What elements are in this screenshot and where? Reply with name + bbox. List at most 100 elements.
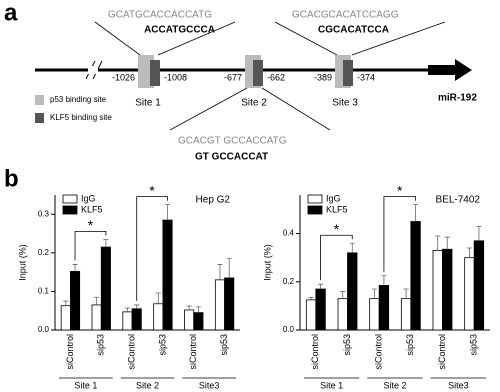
x-tick-label: sip53	[405, 334, 415, 356]
bar	[214, 279, 225, 331]
error-bar	[186, 305, 192, 310]
bar	[432, 250, 443, 331]
position: -1008	[164, 72, 187, 82]
error-bar	[435, 235, 441, 251]
error-bar	[103, 238, 109, 248]
klf5-sequence: CGCACATCCA	[318, 25, 389, 36]
klf5-sequence: ACCATGCCCA	[144, 25, 215, 36]
chart-title: Hep G2	[196, 195, 231, 206]
fan-line	[94, 21, 141, 56]
position: -1026	[112, 72, 135, 82]
bar	[315, 288, 326, 331]
y-tick-label: 0.0	[283, 325, 295, 334]
y-tick-label: 0.3	[38, 209, 50, 218]
significance-star: *	[397, 182, 403, 198]
gene-label: miR-192	[438, 93, 477, 104]
klf5-site	[343, 60, 353, 86]
panel-label: b	[4, 165, 19, 192]
error-bar	[195, 306, 201, 313]
error-bar	[217, 264, 223, 280]
bar	[100, 246, 111, 331]
bar	[70, 270, 81, 331]
error-bar	[94, 296, 100, 305]
klf5-site	[253, 60, 263, 86]
error-bar	[226, 258, 232, 278]
y-tick-label: 0.2	[283, 277, 295, 286]
position: -662	[267, 72, 285, 82]
legend-label: KLF5	[326, 204, 348, 214]
legend-swatch	[62, 194, 78, 204]
bar	[410, 221, 421, 331]
error-bar	[349, 242, 355, 253]
x-tick-label: siControl	[188, 334, 198, 370]
error-bar	[124, 307, 130, 312]
fan-line	[169, 87, 248, 131]
position: -677	[224, 72, 242, 82]
error-bar	[381, 275, 387, 286]
legend-swatch	[35, 95, 44, 105]
legend-swatch	[307, 194, 323, 204]
significance-bracket	[136, 196, 168, 301]
legend-label: IgG	[326, 193, 341, 203]
error-bar	[371, 288, 377, 299]
significance-bracket	[383, 196, 416, 272]
significance-bracket	[74, 230, 107, 261]
y-tick-label: 0.2	[38, 248, 50, 257]
error-bar	[155, 292, 161, 304]
error-bar	[444, 236, 450, 250]
legend-swatch	[62, 205, 78, 215]
legend-label: KLF5 binding site	[50, 113, 112, 122]
p53-sequence: GCACGCACATCCAGG	[292, 10, 399, 21]
chart-title: BEL-7402	[436, 195, 481, 206]
error-bar	[72, 264, 78, 272]
y-tick-label: 0.0	[38, 325, 50, 334]
error-bar	[165, 204, 171, 221]
legend-swatch	[35, 113, 44, 123]
bar	[347, 252, 358, 331]
error-bar	[413, 204, 419, 222]
bar	[473, 240, 485, 331]
error-bar	[476, 225, 482, 241]
group-label: Site 1	[320, 380, 343, 390]
x-tick-label: sip53	[469, 334, 479, 356]
site-label: Site 1	[135, 98, 161, 109]
error-bar	[63, 300, 69, 306]
y-axis-label: Input (%)	[262, 244, 272, 281]
x-tick-label: sip53	[157, 334, 167, 356]
legend-label: KLF5	[81, 204, 103, 214]
site-label: Site 2	[241, 98, 267, 109]
y-axis-label: Input (%)	[17, 244, 27, 281]
legend-label: p53 binding site	[50, 95, 107, 104]
x-tick-label: sip53	[342, 334, 352, 356]
position: -389	[314, 72, 332, 82]
bar	[184, 309, 195, 331]
legend-label: IgG	[81, 193, 96, 203]
bar	[193, 312, 204, 331]
x-tick-label: sip53	[219, 334, 229, 356]
bar	[400, 298, 412, 331]
bar	[305, 299, 317, 331]
klf5-site	[150, 60, 160, 86]
bar	[337, 298, 348, 331]
error-bar	[308, 297, 314, 300]
group-label: Site3	[448, 380, 469, 390]
bar	[442, 248, 453, 331]
site-label: Site 3	[332, 98, 358, 109]
error-bar	[466, 247, 472, 258]
significance-star: *	[334, 221, 340, 237]
fan-line	[274, 21, 338, 56]
error-bar	[340, 291, 346, 299]
p53-sequence: GCATGCACCACCATG	[108, 10, 212, 21]
klf5-sequence: GT GCCACCAT	[195, 152, 268, 163]
group-label: Site 2	[136, 380, 159, 390]
x-tick-label: siControl	[65, 334, 75, 370]
bar	[60, 305, 71, 331]
group-label: Site 1	[74, 380, 97, 390]
bar	[91, 304, 102, 331]
fan-line	[157, 21, 236, 56]
panel-label: a	[4, 0, 18, 26]
gene-arrow	[428, 59, 472, 81]
bar	[153, 303, 164, 331]
group-label: Site 2	[383, 380, 406, 390]
